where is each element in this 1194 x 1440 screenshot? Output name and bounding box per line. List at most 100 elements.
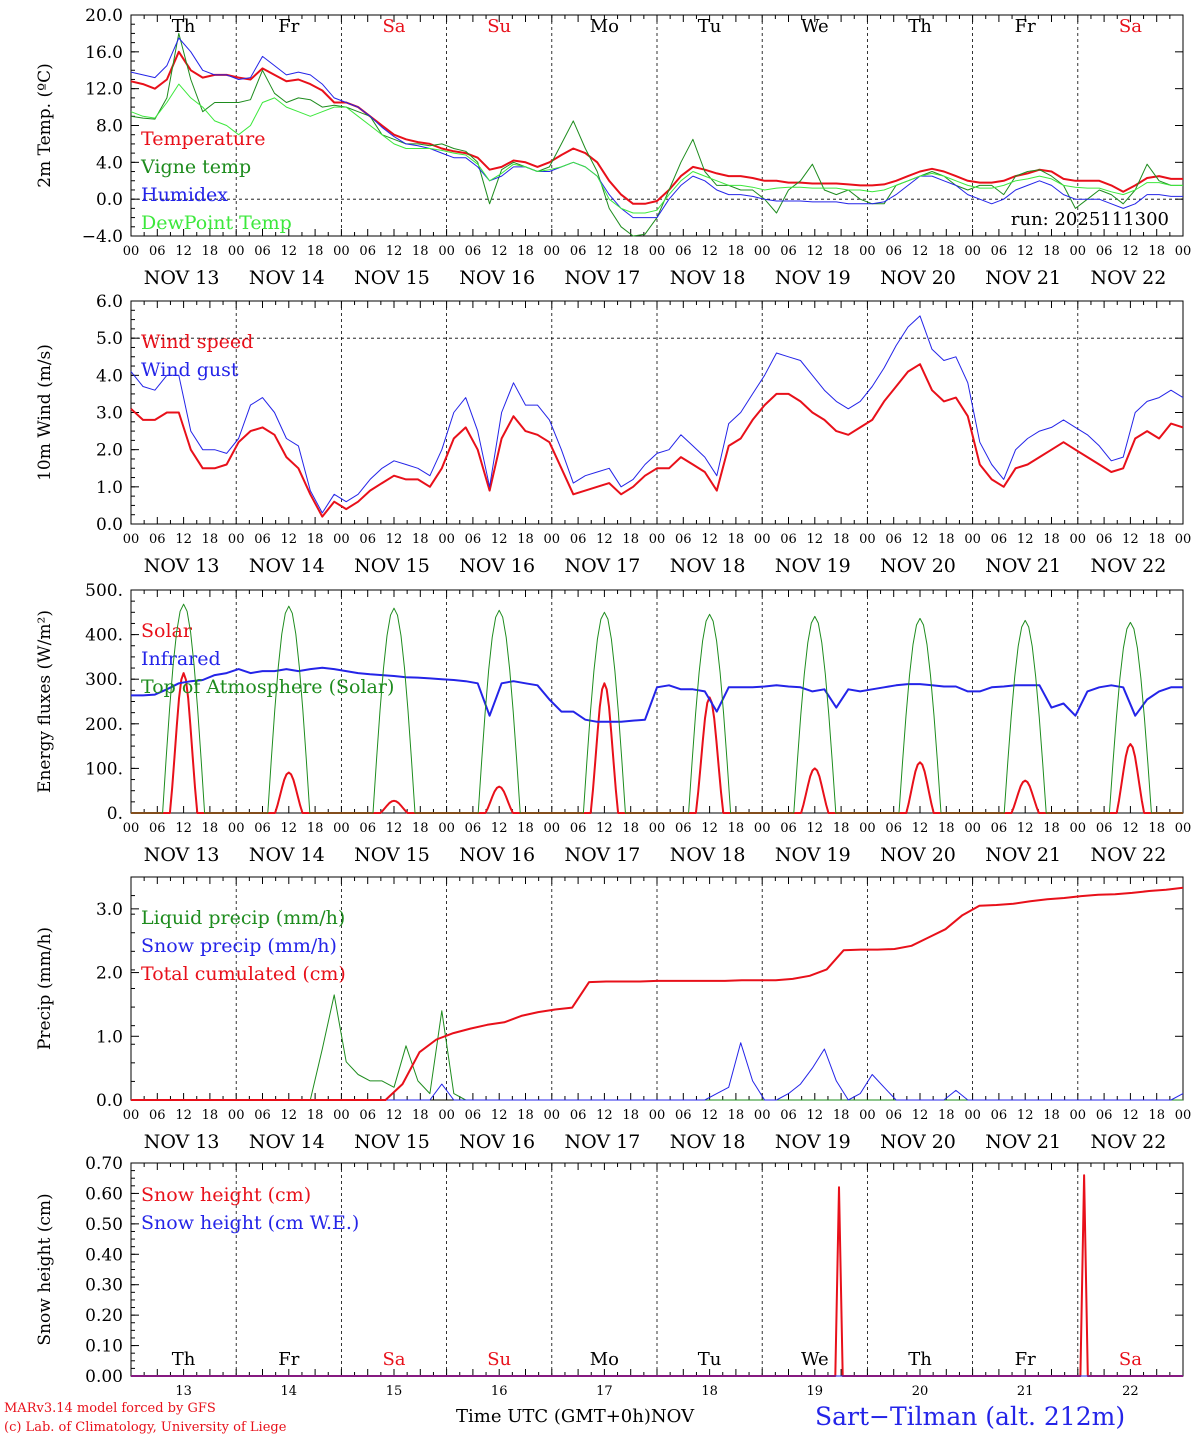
hour-tick-label: 00 [1070, 1108, 1087, 1123]
y-tick-label: 8.0 [96, 117, 123, 137]
y-tick-label: 0.0 [96, 190, 123, 210]
y-tick-label: 1.0 [96, 1027, 123, 1047]
hour-tick-label: 00 [333, 532, 350, 547]
hour-tick-label: 12 [175, 532, 192, 547]
date-label: NOV 20 [880, 844, 956, 866]
hour-tick-label: 00 [228, 244, 245, 259]
day-name-label: Sa [1119, 1349, 1142, 1370]
y-tick-label: 12.0 [85, 80, 123, 100]
legend-entry: Wind gust [141, 359, 239, 381]
hour-tick-label: 06 [149, 244, 166, 259]
date-label: NOV 17 [564, 267, 640, 289]
hour-tick-label: 06 [885, 244, 902, 259]
hour-tick-label: 00 [754, 1108, 771, 1123]
date-label: NOV 15 [354, 844, 430, 866]
hour-tick-label: 00 [859, 532, 876, 547]
date-label: NOV 19 [775, 555, 851, 577]
series-line-wind-gust [130, 315, 1184, 514]
hour-tick-label: 12 [701, 244, 718, 259]
date-label: NOV 20 [880, 1131, 956, 1153]
day-name-label: Th [172, 1349, 196, 1370]
hour-tick-label: 18 [517, 1108, 534, 1123]
hour-tick-label: 18 [1148, 532, 1165, 547]
hour-tick-label: 12 [912, 1108, 929, 1123]
hour-tick-label: 00 [964, 244, 981, 259]
hour-tick-label: 00 [438, 1108, 455, 1123]
day-name-label: We [801, 1349, 829, 1370]
hour-tick-label: 12 [912, 821, 929, 836]
hour-tick-label: 00 [1175, 244, 1192, 259]
hour-tick-label: 00 [754, 244, 771, 259]
hour-tick-label: 06 [780, 821, 797, 836]
legend-entry: Top of Atmosphere (Solar) [141, 676, 394, 698]
date-label: NOV 13 [144, 555, 220, 577]
hour-tick-label: 18 [728, 821, 745, 836]
y-axis-label: Precip (mm/h) [35, 927, 55, 1050]
hour-tick-label: 18 [728, 532, 745, 547]
date-label: NOV 16 [459, 844, 535, 866]
hour-tick-label: 12 [281, 244, 298, 259]
y-tick-label: 20.0 [85, 6, 123, 26]
hour-tick-label: 18 [307, 532, 324, 547]
hour-tick-label: 12 [1017, 1108, 1034, 1123]
hour-tick-label: 06 [675, 1108, 692, 1123]
legend-entry: Temperature [141, 128, 265, 150]
day-name-label: Sa [382, 16, 405, 37]
y-tick-label: 6.0 [96, 292, 123, 312]
hour-tick-label: 00 [1070, 244, 1087, 259]
hour-tick-label: 18 [307, 244, 324, 259]
hour-tick-label: 06 [885, 532, 902, 547]
y-tick-label: 100. [85, 759, 123, 779]
day-number-label: 20 [912, 1384, 929, 1399]
hour-tick-label: 06 [991, 532, 1008, 547]
hour-tick-label: 06 [359, 532, 376, 547]
y-tick-label: 300. [85, 670, 123, 690]
day-name-label: Fr [1015, 1349, 1036, 1370]
hour-tick-label: 06 [675, 821, 692, 836]
day-name-label: Fr [278, 16, 299, 37]
hour-tick-label: 18 [517, 821, 534, 836]
hour-tick-label: 18 [622, 821, 639, 836]
date-label: NOV 19 [775, 267, 851, 289]
date-label: NOV 20 [880, 555, 956, 577]
hour-tick-label: 12 [912, 532, 929, 547]
day-name-label: Th [908, 16, 932, 37]
date-label: NOV 21 [985, 844, 1061, 866]
legend-entry: DewPoint Temp [141, 212, 292, 234]
y-tick-label: 0. [107, 804, 123, 824]
hour-tick-label: 06 [465, 532, 482, 547]
y-tick-label: 4.0 [96, 153, 123, 173]
hour-tick-label: 12 [386, 244, 403, 259]
hour-tick-label: 00 [859, 1108, 876, 1123]
hour-tick-label: 18 [1148, 821, 1165, 836]
date-label: NOV 14 [249, 844, 325, 866]
hour-tick-label: 00 [649, 244, 666, 259]
hour-tick-label: 00 [123, 244, 140, 259]
legend-entry: Infrared [141, 648, 221, 670]
hour-tick-label: 00 [1070, 821, 1087, 836]
hour-tick-label: 18 [622, 532, 639, 547]
hour-tick-label: 18 [833, 1108, 850, 1123]
y-tick-label: 2.0 [96, 964, 123, 984]
hour-tick-label: 12 [281, 821, 298, 836]
hour-tick-label: 18 [517, 244, 534, 259]
hour-tick-label: 06 [1096, 244, 1113, 259]
hour-tick-label: 00 [649, 532, 666, 547]
hour-tick-label: 18 [1043, 821, 1060, 836]
hour-tick-label: 18 [412, 532, 429, 547]
hour-tick-label: 12 [701, 821, 718, 836]
day-name-label: Fr [1015, 16, 1036, 37]
hour-tick-label: 06 [570, 1108, 587, 1123]
hour-tick-label: 12 [1122, 244, 1139, 259]
date-label: NOV 18 [670, 267, 746, 289]
y-tick-label: 500. [85, 581, 123, 601]
hour-tick-label: 00 [1175, 1108, 1192, 1123]
hour-tick-label: 06 [359, 1108, 376, 1123]
hour-tick-label: 00 [544, 244, 561, 259]
y-tick-label: −4.0 [82, 227, 123, 247]
y-tick-label: 0.30 [85, 1276, 123, 1296]
y-tick-label: 3.0 [96, 404, 123, 424]
hour-tick-label: 12 [175, 821, 192, 836]
hour-tick-label: 18 [202, 244, 219, 259]
legend-entry: Snow precip (mm/h) [141, 935, 337, 957]
